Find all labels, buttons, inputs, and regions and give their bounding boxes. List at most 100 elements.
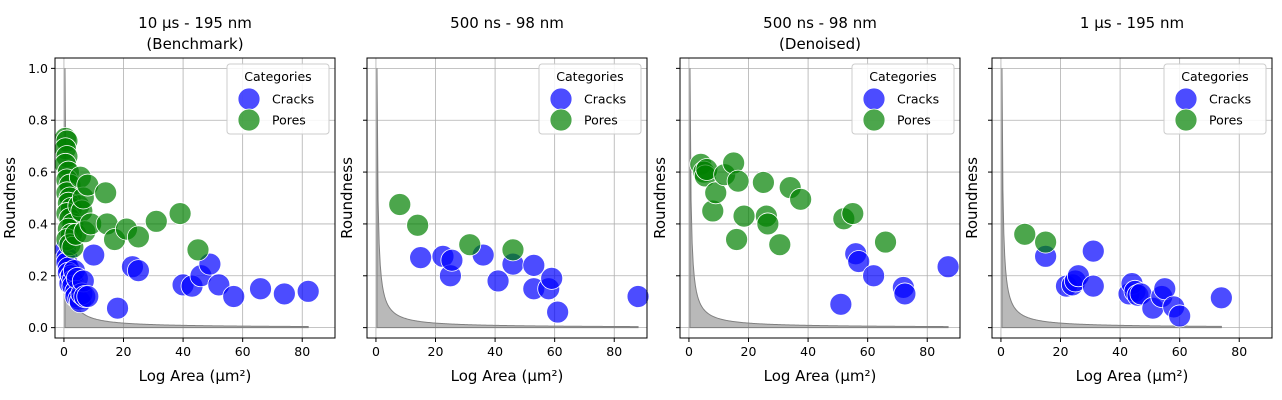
x-tick-label: 20 [1053, 344, 1069, 359]
pores-point [186, 238, 210, 262]
legend-title: Categories [1181, 69, 1248, 84]
pores-point [1013, 222, 1037, 246]
x-tick-label: 0 [685, 344, 693, 359]
pores-point [768, 233, 792, 257]
chart-panel-2: 0 20 40 60 80 500 ns - 98 nm Log Area (μm²) Rou… [338, 14, 650, 385]
legend-label-cracks: Cracks [272, 92, 314, 107]
legend-marker-pores [549, 108, 573, 132]
pores-point [756, 212, 780, 236]
x-tick-label: 80 [294, 344, 310, 359]
cracks-point [76, 285, 100, 308]
cracks-point [1081, 274, 1105, 298]
legend: Categories Cracks Pores [226, 63, 330, 135]
pores-point [752, 171, 775, 194]
axes-frame [366, 57, 648, 339]
cracks-point [522, 254, 546, 277]
x-tick-label: 40 [1112, 344, 1128, 359]
series-cracks [409, 243, 650, 324]
x-tick-label: 0 [372, 344, 380, 359]
pores-point [726, 169, 750, 193]
y-tick-label: 0.8 [28, 113, 48, 128]
pores-point [388, 193, 412, 216]
chart-subtitle: (Denoised) [779, 35, 861, 53]
y-tick-label: 1.0 [28, 61, 48, 76]
x-tick-label: 80 [919, 344, 935, 359]
cracks-point [126, 259, 150, 282]
reference-area [1001, 68, 1222, 329]
chart-title: 10 μs - 195 nm [138, 14, 252, 32]
pores-point [725, 228, 748, 251]
pores-point [874, 230, 897, 254]
series-pores [1013, 222, 1058, 254]
series-pores [388, 193, 525, 262]
x-tick-label: 60 [547, 344, 563, 359]
cracks-point [829, 292, 853, 316]
legend-marker-pores [237, 108, 261, 132]
cracks-point [1081, 239, 1105, 263]
x-axis-label: Log Area (μm²) [139, 367, 252, 385]
legend-label-pores: Pores [897, 113, 931, 128]
series-cracks [829, 242, 960, 316]
axes-frame [54, 57, 336, 339]
pores-point [94, 181, 118, 205]
x-tick-label: 20 [116, 344, 132, 359]
reference-area [689, 68, 949, 329]
legend-marker-pores [862, 108, 886, 132]
x-tick-label: 0 [997, 344, 1005, 359]
reference-area [376, 68, 639, 329]
cracks-point [1153, 277, 1177, 301]
chart-title: 1 μs - 195 nm [1080, 14, 1184, 32]
y-axis-label: Roundness [651, 157, 669, 239]
legend-marker-pores [1174, 108, 1198, 132]
x-tick-label: 80 [606, 344, 622, 359]
legend-label-cracks: Cracks [584, 92, 626, 107]
y-axis-label: Roundness [338, 157, 356, 239]
y-tick-label: 0.6 [28, 165, 48, 180]
x-tick-label: 60 [235, 344, 251, 359]
legend-label-pores: Pores [1209, 113, 1243, 128]
cracks-point [82, 243, 106, 267]
pores-point [144, 209, 168, 233]
cracks-point [440, 248, 464, 272]
x-tick-label: 80 [1231, 344, 1247, 359]
axes-frame [679, 57, 961, 339]
pores-point [841, 202, 865, 225]
cracks-point [626, 285, 650, 308]
legend: Categories Cracks Pores [1163, 63, 1267, 135]
y-axis-label: Roundness [1, 157, 19, 239]
chart-panel-1: 0 20 40 60 80 0.0 0.2 0.4 0.6 0.8 1.0 10 μs - 195 n… [1, 14, 336, 385]
legend-title: Categories [869, 69, 936, 84]
pores-point [732, 204, 756, 228]
legend-title: Categories [244, 69, 311, 84]
pores-point [126, 225, 150, 249]
y-tick-label: 0.4 [28, 216, 48, 231]
x-tick-label: 40 [800, 344, 816, 359]
cracks-point [222, 285, 246, 308]
legend: Categories Cracks Pores [851, 63, 955, 135]
pores-point [501, 238, 525, 262]
chart-panel-3: 0 20 40 60 80 500 ns - 98 nm (Denoised) Log Are… [651, 14, 961, 385]
x-tick-label: 40 [487, 344, 503, 359]
cracks-point [540, 266, 564, 290]
legend-label-cracks: Cracks [1209, 92, 1251, 107]
cracks-point [1209, 286, 1233, 310]
pores-point [168, 202, 192, 225]
pores-point [458, 233, 482, 257]
x-tick-label: 0 [60, 344, 68, 359]
pores-point [789, 187, 813, 211]
x-tick-label: 20 [741, 344, 757, 359]
axes-frame [991, 57, 1273, 339]
chart-panel-4: 0 20 40 60 80 1 μs - 195 nm Log Area (μm²) Roun… [963, 14, 1273, 385]
cracks-point [936, 255, 960, 279]
series-pores [54, 126, 210, 262]
cracks-point [1168, 304, 1192, 328]
reference-area [64, 68, 309, 329]
y-axis-label: Roundness [963, 157, 981, 239]
cracks-point [249, 277, 272, 301]
series-pores [689, 151, 897, 257]
cracks-point [272, 282, 296, 306]
x-axis-label: Log Area (μm²) [1076, 367, 1189, 385]
legend: Categories Cracks Pores [538, 63, 642, 135]
chart-title: 500 ns - 98 nm [763, 14, 877, 32]
legend-marker-cracks [549, 87, 573, 111]
